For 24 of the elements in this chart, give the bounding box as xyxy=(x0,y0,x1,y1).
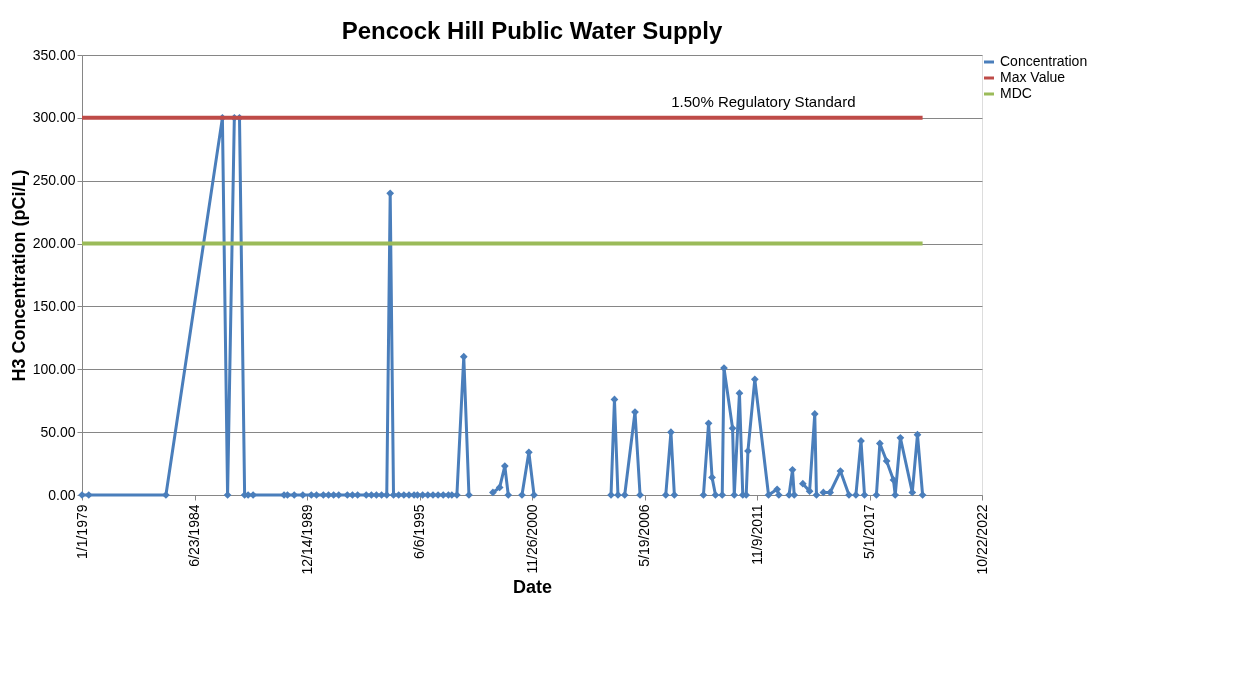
y-tick-label: 350.00 xyxy=(32,46,76,63)
x-tick-label: 6/23/1984 xyxy=(186,504,202,567)
x-tick-label: 5/1/2017 xyxy=(861,504,877,559)
y-tick-label: 150.00 xyxy=(32,297,76,314)
y-axis-title: H3 Concentration (pCi/L) xyxy=(8,169,29,382)
x-tick-label: 11/26/2000 xyxy=(523,504,540,574)
x-tick-label: 1/1/1979 xyxy=(73,504,90,559)
chart-title: Pencock Hill Public Water Supply xyxy=(341,17,723,44)
x-tick-label: 5/19/2006 xyxy=(636,504,652,567)
annotation: 1.50% Regulatory Standard xyxy=(671,92,856,110)
y-tick-label: 200.00 xyxy=(32,235,76,252)
y-tick-label: 50.00 xyxy=(40,423,76,440)
legend-label: MDC xyxy=(1000,85,1032,101)
x-axis-title: Date xyxy=(512,576,553,597)
y-tick-label: 0.00 xyxy=(48,486,76,503)
y-tick-label: 300.00 xyxy=(32,109,76,126)
y-tick-label: 250.00 xyxy=(32,172,76,189)
legend-label: Max Value xyxy=(1000,69,1066,85)
x-tick-label: 10/22/2022 xyxy=(973,504,990,575)
legend-label: Concentration xyxy=(1000,53,1088,69)
x-tick-label: 6/6/1995 xyxy=(411,504,427,559)
x-tick-label: 11/9/2011 xyxy=(748,504,765,565)
y-tick-label: 100.00 xyxy=(32,360,76,377)
x-tick-label: 12/14/1989 xyxy=(298,504,315,575)
